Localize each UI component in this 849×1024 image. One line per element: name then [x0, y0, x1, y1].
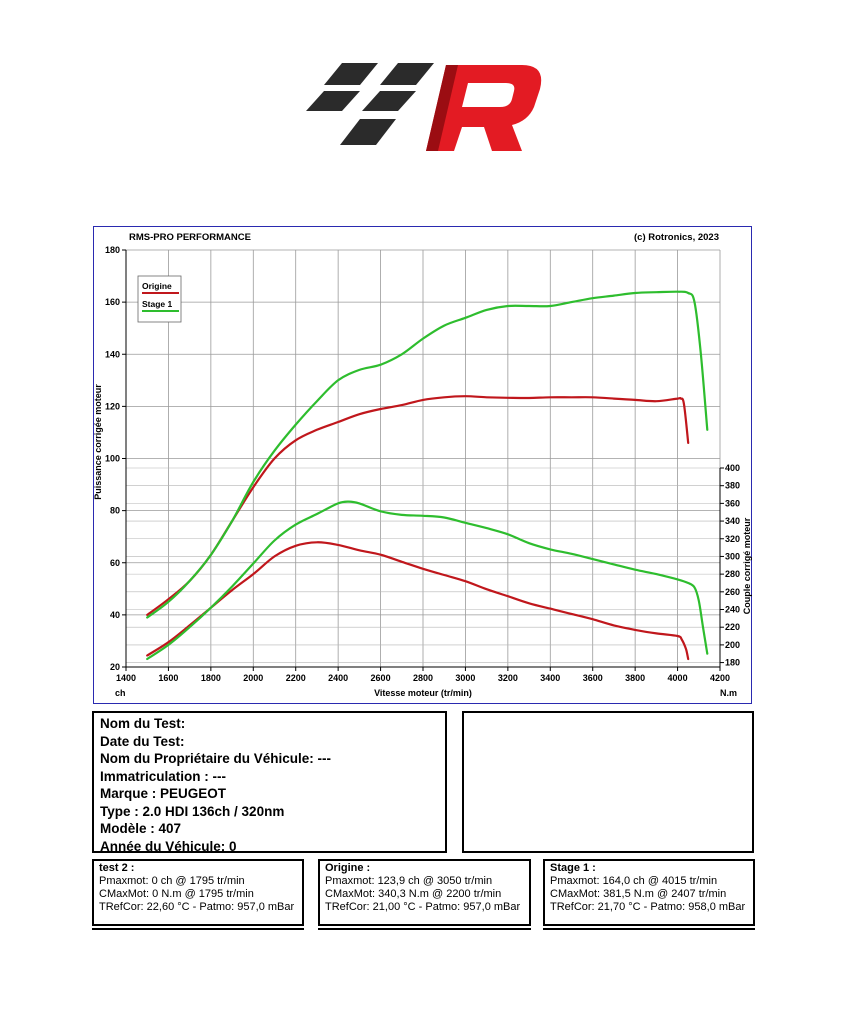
legend: Origine Stage 1: [137, 275, 182, 323]
y-tick-label-right: 220: [725, 622, 740, 632]
chart-frame: [93, 226, 752, 704]
y-axis-left-label: Puissance corrigée moteur: [93, 384, 103, 500]
origine-power-curve: [146, 395, 690, 616]
divider: [543, 928, 755, 930]
run-max-torque: CMaxMot: 381,5 N.m @ 2407 tr/min: [550, 888, 727, 900]
run-summary-origine: Origine : Pmaxmot: 123,9 ch @ 3050 tr/mi…: [318, 859, 531, 926]
divider: [318, 928, 531, 930]
x-unit-label: ch: [115, 688, 126, 698]
y-tick-label-right: 300: [725, 551, 740, 561]
brand-logo: [306, 63, 542, 151]
run-summary-stage1: Stage 1 : Pmaxmot: 164,0 ch @ 4015 tr/mi…: [543, 859, 755, 926]
x-tick-label: 3000: [455, 673, 475, 683]
x-tick-label: 3600: [583, 673, 603, 683]
logo-check-square: [340, 119, 396, 145]
legend-label-origine: Origine: [142, 281, 172, 291]
axes: 1400 1600 1800 2000 2200 2400 2600 2800 3000 3200…: [105, 245, 740, 683]
x-tick-label: 1400: [116, 673, 136, 683]
run-title: Stage 1 :: [550, 862, 596, 874]
notes-box: [462, 711, 754, 853]
x-tick-label: 3400: [540, 673, 560, 683]
curves: [146, 290, 709, 661]
y-tick-label-left: 40: [110, 610, 120, 620]
run-max-torque: CMaxMot: 0 N.m @ 1795 tr/min: [99, 888, 254, 900]
y-tick-label-left: 160: [105, 297, 120, 307]
run-title: test 2 :: [99, 862, 135, 874]
run-summary-test2: test 2 : Pmaxmot: 0 ch @ 1795 tr/min CMa…: [92, 859, 304, 926]
y-tick-label-right: 380: [725, 481, 740, 491]
chart-title-right: (c) Rotronics, 2023: [634, 232, 719, 243]
x-tick-label: 2800: [413, 673, 433, 683]
run-max-power: Pmaxmot: 164,0 ch @ 4015 tr/min: [550, 875, 718, 887]
run-max-power: Pmaxmot: 0 ch @ 1795 tr/min: [99, 875, 245, 887]
legend-label-stage1: Stage 1: [142, 299, 173, 309]
run-conditions: TRefCor: 22,60 °C - Patmo: 957,0 mBar: [99, 901, 295, 913]
y-tick-label-left: 20: [110, 662, 120, 672]
y2-unit-label: N.m: [720, 688, 737, 698]
run-max-power: Pmaxmot: 123,9 ch @ 3050 tr/min: [325, 875, 493, 887]
y-tick-label-right: 340: [725, 516, 740, 526]
dyno-chart: RMS-PRO PERFORMANCE (c) Rotronics, 2023 …: [93, 232, 752, 698]
test-name: Nom du Test:: [100, 716, 186, 731]
vehicle-info-box: Nom du Test: Date du Test: Nom du Propri…: [92, 711, 447, 854]
y-tick-label-right: 360: [725, 498, 740, 508]
y-tick-label-left: 120: [105, 401, 120, 411]
x-tick-label: 3200: [498, 673, 518, 683]
x-tick-label: 2400: [328, 673, 348, 683]
y-tick-label-right: 240: [725, 605, 740, 615]
run-conditions: TRefCor: 21,70 °C - Patmo: 958,0 mBar: [550, 901, 746, 913]
chart-title-left: RMS-PRO PERFORMANCE: [129, 232, 251, 243]
y-tick-label-right: 400: [725, 463, 740, 473]
y-tick-label-right: 200: [725, 640, 740, 650]
x-tick-label: 4200: [710, 673, 730, 683]
y-tick-label-right: 260: [725, 587, 740, 597]
vehicle-model: Modèle : 407: [100, 821, 182, 836]
y-tick-label-right: 180: [725, 658, 740, 668]
x-tick-label: 4000: [668, 673, 688, 683]
logo-check-square: [324, 63, 378, 85]
origine-torque-curve: [146, 541, 690, 661]
legend-box: [137, 275, 182, 323]
x-tick-label: 1800: [201, 673, 221, 683]
y-tick-label-left: 180: [105, 245, 120, 255]
y-tick-label-right: 320: [725, 534, 740, 544]
x-tick-label: 1600: [158, 673, 178, 683]
test-date: Date du Test:: [100, 733, 185, 749]
run-title: Origine :: [325, 862, 371, 874]
y-tick-label-left: 80: [110, 506, 120, 516]
grid: [125, 249, 721, 668]
logo-letter-r: [426, 65, 542, 151]
registration: Immatriculation : ---: [100, 768, 227, 784]
logo-check-square: [306, 91, 360, 111]
stage1-torque-curve: [146, 500, 709, 661]
logo-check-square: [362, 91, 416, 111]
y-tick-label-right: 280: [725, 569, 740, 579]
y-tick-label-left: 60: [110, 558, 120, 568]
x-tick-label: 2000: [243, 673, 263, 683]
x-tick-label: 2600: [371, 673, 391, 683]
x-tick-label: 2200: [286, 673, 306, 683]
vehicle-brand: Marque : PEUGEOT: [100, 786, 227, 801]
y-tick-label-left: 140: [105, 349, 120, 359]
stage1-power-curve: [146, 290, 709, 619]
x-axis-label: Vitesse moteur (tr/min): [374, 688, 472, 698]
x-tick-label: 3800: [625, 673, 645, 683]
owner-name: Nom du Propriétaire du Véhicule: ---: [100, 751, 332, 766]
vehicle-type: Type : 2.0 HDI 136ch / 320nm: [100, 803, 285, 819]
logo-r-shape: [426, 65, 458, 151]
y-axis-right-label: Couple corrigé moteur: [742, 517, 752, 614]
divider: [92, 928, 304, 930]
run-conditions: TRefCor: 21,00 °C - Patmo: 957,0 mBar: [325, 901, 521, 913]
run-max-torque: CMaxMot: 340,3 N.m @ 2200 tr/min: [325, 888, 502, 900]
y-tick-label-left: 100: [105, 454, 120, 464]
logo-check-square: [380, 63, 434, 85]
logo-r-shape: [426, 65, 542, 151]
checkered-flag-icon: [306, 63, 434, 145]
vehicle-year: Année du Véhicule: 0: [100, 838, 237, 854]
